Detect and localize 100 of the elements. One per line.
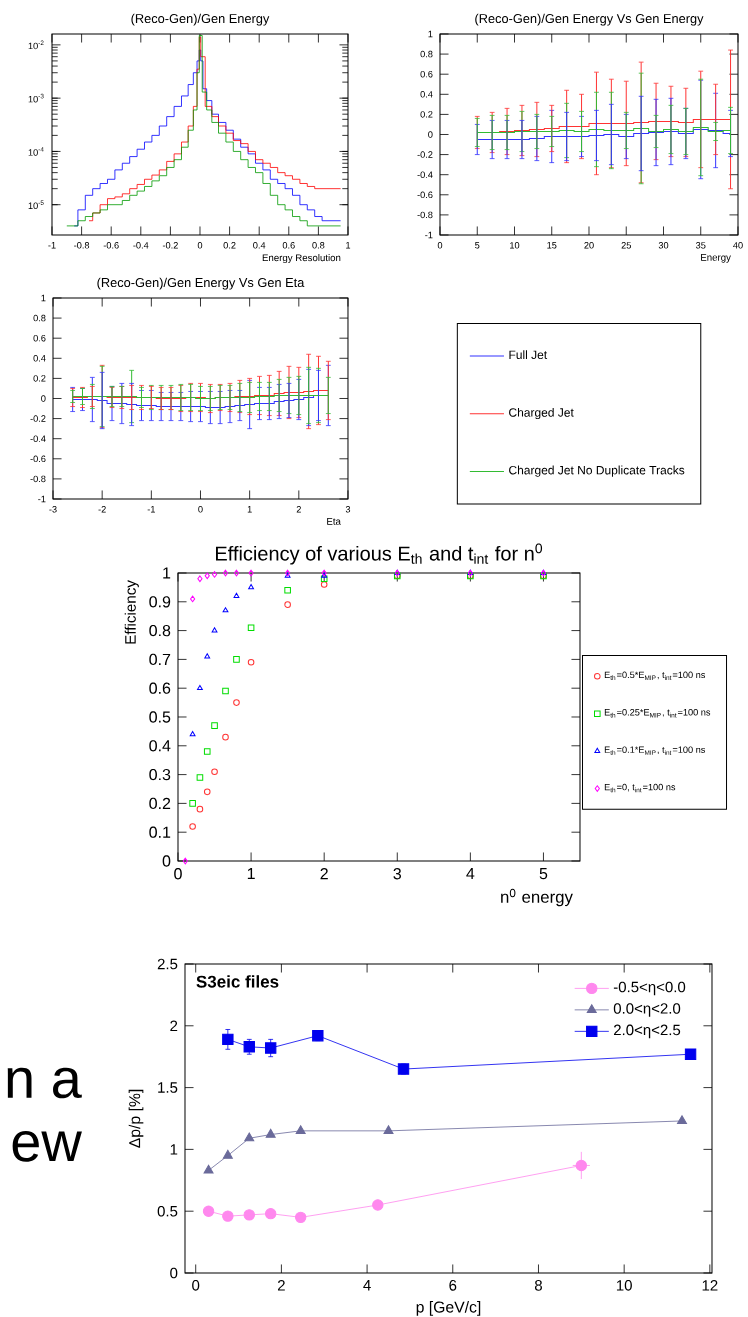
x-tick-label: 4 xyxy=(466,868,475,880)
x-tick-label: 25 xyxy=(621,242,631,249)
y-tick-label: -0.6 xyxy=(30,455,46,463)
y-tick-label: 0.2 xyxy=(33,375,46,382)
x-tick-label: 0.4 xyxy=(253,242,266,249)
legend-label: E$_{th}$=0, t$_{int}$=100 ns xyxy=(604,783,676,793)
y-tick-label: -0.2 xyxy=(30,415,46,422)
x-tick-label: 3 xyxy=(345,506,351,513)
x-tick-label: 0 xyxy=(198,506,203,513)
y-tick-label: -1 xyxy=(38,495,46,503)
x-axis-title: Energy xyxy=(701,254,731,263)
x-axis-title: n$^{0}$ energy xyxy=(501,888,573,907)
y-tick-label: 0.4 xyxy=(420,91,433,98)
x-axis-title: Eta xyxy=(327,518,341,525)
x-tick-label: -0.4 xyxy=(133,242,149,249)
y-tick-label: 0.2 xyxy=(420,111,433,118)
legend-label: 0.0<η<2.0 xyxy=(613,1003,681,1017)
x-tick-label: 0.2 xyxy=(223,242,236,249)
y-tick-label: 0.7 xyxy=(149,653,171,666)
x-tick-label: 2 xyxy=(277,1280,285,1291)
y-axis-title: Efficiency xyxy=(124,580,139,644)
y-tick-label: 0 xyxy=(162,855,171,867)
legend-label: Full Jet xyxy=(509,350,548,360)
x-tick-label: -0.8 xyxy=(74,242,90,249)
y-tick-label: -0.8 xyxy=(417,211,433,219)
y-tick-label: 10$^{-3}$ xyxy=(28,93,44,103)
y-tick-label: 1 xyxy=(41,294,46,302)
y-tick-label: 2.5 xyxy=(157,958,178,970)
y-tick-label: 0.5 xyxy=(157,1205,178,1217)
legend-label: E$_{th}$=0.25*E$_{MIP}$, t$_{int}$=100 ns xyxy=(604,708,711,718)
y-tick-label: 10$^{-2}$ xyxy=(28,40,44,50)
y-tick-label: 0.2 xyxy=(149,797,171,810)
y-tick-label: 0.5 xyxy=(149,711,171,723)
x-tick-label: 1 xyxy=(247,868,255,880)
y-tick-label: 0.4 xyxy=(149,740,171,752)
y-tick-label: 0.8 xyxy=(149,624,171,637)
x-tick-label: 0 xyxy=(192,1280,200,1291)
y-tick-label: -0.4 xyxy=(417,171,433,178)
y-tick-label: -0.2 xyxy=(417,151,433,158)
x-tick-label: 0.8 xyxy=(312,242,325,249)
x-tick-label: 5 xyxy=(539,868,548,880)
x-tick-label: 0 xyxy=(197,242,203,249)
x-tick-label: 40 xyxy=(733,242,743,249)
chart-title: Efficiency of various E$_{th}$ and t$_{int}$ for n$^{0}$ xyxy=(216,543,543,565)
y-tick-label: 0.8 xyxy=(420,50,433,58)
x-tick-label: 20 xyxy=(584,242,594,249)
y-tick-label: 0.6 xyxy=(420,70,433,78)
x-tick-label: -3 xyxy=(49,506,57,513)
legend-label: Charged Jet xyxy=(509,407,574,420)
legend-label: Charged Jet No Duplicate Tracks xyxy=(509,465,685,477)
y-tick-label: 1 xyxy=(163,567,171,579)
y-tick-label: 1 xyxy=(428,30,433,38)
y-tick-label: 0.8 xyxy=(33,314,46,322)
y-axis-title: Δp/p [%] xyxy=(128,1089,144,1148)
x-tick-label: 15 xyxy=(547,242,557,249)
x-tick-label: 10 xyxy=(510,242,520,249)
y-tick-label: -0.4 xyxy=(30,435,46,442)
y-tick-label: 0 xyxy=(428,131,433,138)
x-axis-title: p [GeV/c] xyxy=(416,1301,481,1316)
legend-label: E$_{th}$=0.1*E$_{MIP}$, t$_{int}$=100 ns xyxy=(604,746,706,755)
x-tick-label: 0 xyxy=(437,242,443,249)
y-tick-label: 1 xyxy=(170,1144,178,1155)
y-tick-label: -0.6 xyxy=(417,191,433,199)
text: ew xyxy=(12,1130,82,1162)
y-tick-label: 10$^{-5}$ xyxy=(28,200,44,209)
x-tick-label: 5 xyxy=(475,242,480,249)
y-tick-label: 0 xyxy=(41,395,46,402)
y-tick-label: 0.3 xyxy=(149,768,171,781)
x-tick-label: -2 xyxy=(98,506,106,513)
x-tick-label: 6 xyxy=(449,1280,457,1291)
legend-label: 2.0<η<2.5 xyxy=(613,1024,681,1039)
x-tick-label: 10 xyxy=(616,1280,632,1291)
x-tick-label: 1 xyxy=(346,242,351,249)
x-tick-label: 8 xyxy=(534,1280,542,1291)
y-tick-label: 0.4 xyxy=(33,355,46,362)
chart-title: (Reco-Gen)/Gen Energy Vs Gen Energy xyxy=(475,13,704,26)
x-tick-label: 4 xyxy=(363,1280,371,1291)
x-tick-label: -0.6 xyxy=(103,242,119,249)
y-tick-label: 0.1 xyxy=(149,826,171,838)
y-tick-label: 0.6 xyxy=(149,682,171,694)
y-tick-label: -1 xyxy=(425,231,433,239)
y-tick-label: 0 xyxy=(170,1267,178,1279)
x-tick-label: 12 xyxy=(702,1280,718,1291)
x-tick-label: 35 xyxy=(695,242,706,249)
x-tick-label: 1 xyxy=(247,506,252,513)
y-tick-label: 0.6 xyxy=(33,334,46,342)
x-tick-label: 0.6 xyxy=(282,242,295,249)
x-tick-label: 30 xyxy=(658,242,669,249)
annotation: S3eic files xyxy=(196,975,279,988)
text: n a xyxy=(7,1067,82,1099)
y-tick-label: 0.9 xyxy=(149,596,171,608)
y-tick-label: 1.5 xyxy=(158,1082,178,1093)
legend-label: E$_{th}$=0.5*E$_{MIP}$, t$_{int}$=100 ns xyxy=(604,671,706,681)
y-tick-label: -0.8 xyxy=(30,475,46,483)
x-tick-label: 2 xyxy=(296,506,301,513)
x-axis-title: Energy Resolution xyxy=(262,254,341,264)
x-tick-label: 2 xyxy=(320,868,328,880)
chart-title: (Reco-Gen)/Gen Energy Vs Gen Eta xyxy=(97,277,305,290)
y-tick-label: 2 xyxy=(170,1020,178,1032)
chart-title: (Reco-Gen)/Gen Energy xyxy=(131,13,270,26)
